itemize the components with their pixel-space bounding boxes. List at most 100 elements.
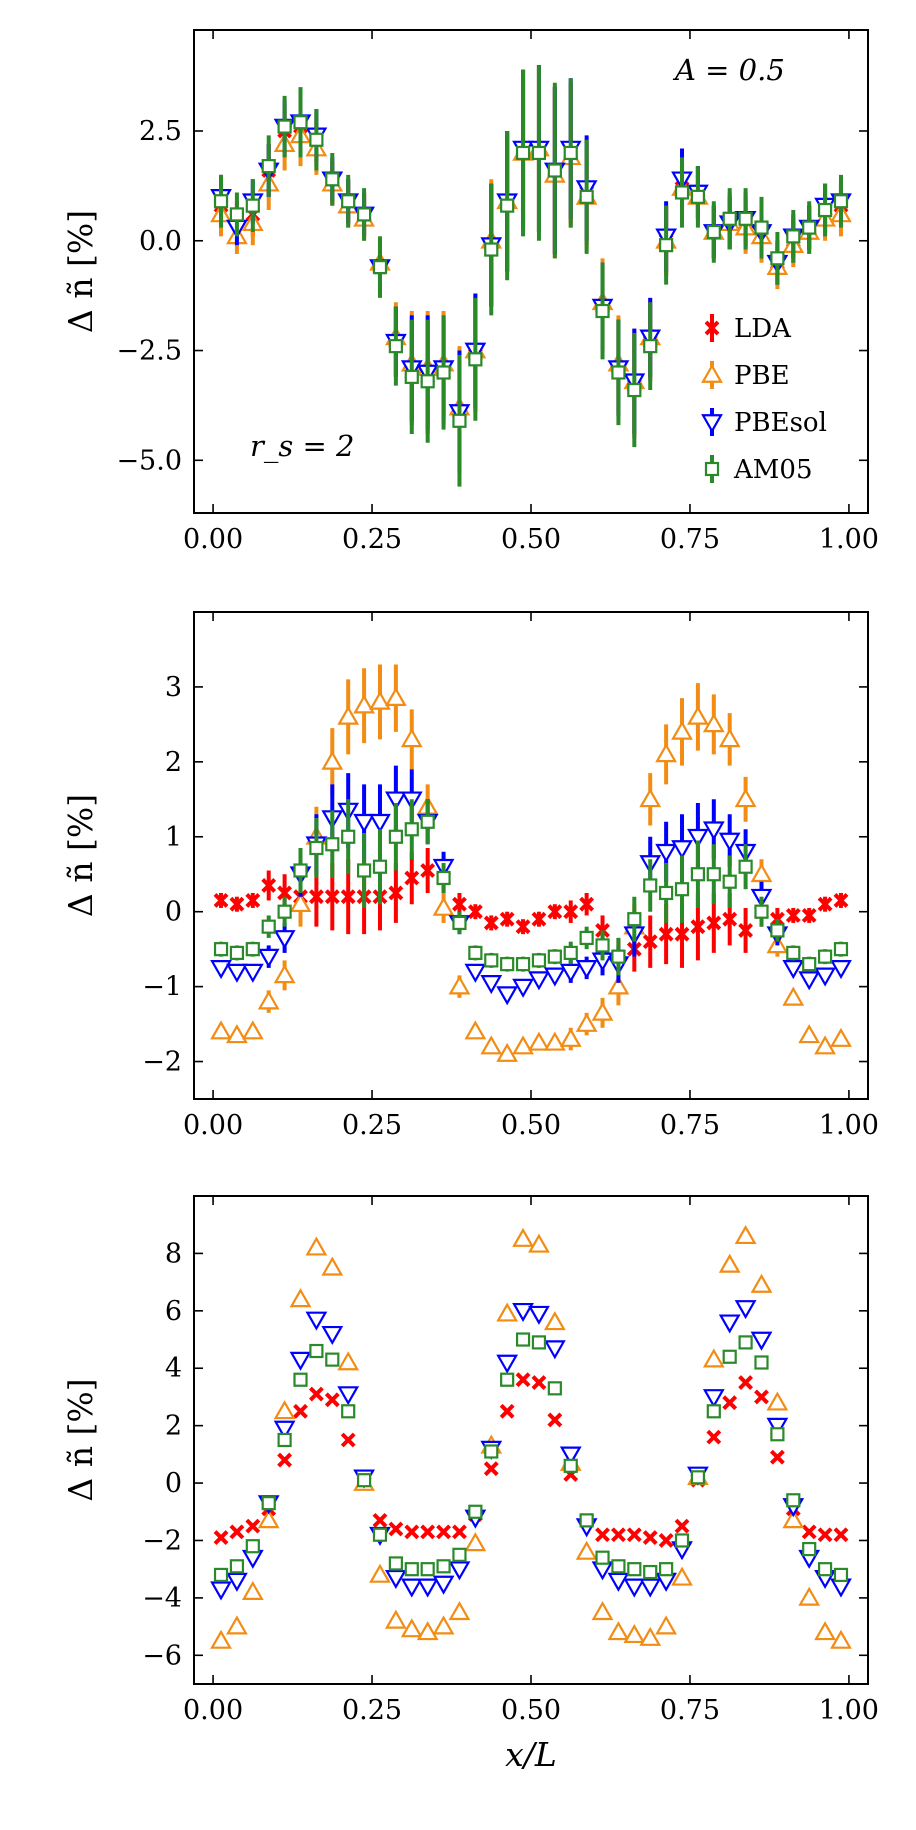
data-point <box>611 1559 626 1574</box>
data-point <box>448 1601 471 1621</box>
y-tick-label: 4 <box>165 1353 182 1384</box>
data-point <box>400 728 423 748</box>
data-point <box>706 224 721 240</box>
data-point <box>702 821 725 841</box>
data-point <box>718 728 741 748</box>
data-point <box>639 1626 662 1646</box>
data-point <box>226 1572 248 1592</box>
y-tick-label: −2 <box>142 1047 182 1078</box>
data-point <box>325 1352 340 1367</box>
data-point <box>484 1444 499 1459</box>
x-tick-label: 0.50 <box>501 524 561 555</box>
data-point <box>468 352 483 367</box>
data-point <box>627 1562 642 1577</box>
x-tick-label: 0.25 <box>342 524 402 555</box>
data-point <box>341 194 356 209</box>
data-point <box>293 863 308 878</box>
data-point <box>321 1256 344 1276</box>
data-point <box>452 1524 467 1540</box>
y-axis-title: Δ ñ [%] <box>61 210 100 333</box>
data-point <box>674 1533 690 1548</box>
data-point <box>687 828 709 848</box>
data-point <box>321 1325 344 1346</box>
data-point <box>801 908 817 923</box>
data-point <box>210 1020 232 1040</box>
data-point <box>833 1567 849 1583</box>
data-point <box>579 1513 594 1528</box>
legend-marker <box>704 461 720 477</box>
data-point <box>559 963 582 983</box>
data-point <box>400 1578 423 1598</box>
data-point <box>324 889 340 905</box>
data-point <box>496 986 519 1006</box>
data-point <box>734 1300 757 1320</box>
y-axis-title: Δ ñ [%] <box>61 794 100 917</box>
data-point <box>229 945 245 961</box>
series-pbe <box>210 664 852 1062</box>
legend-label: LDA <box>734 314 792 344</box>
data-point <box>241 1020 264 1040</box>
data-point <box>802 1541 817 1557</box>
data-point <box>766 1391 789 1411</box>
data-point <box>500 1372 515 1387</box>
middle-panel: 0.00 0.25 0.50 0.75 1.00 3 2 1 0 −1 −2 Δ ñ [%] <box>61 611 879 1141</box>
data-point <box>734 1224 757 1245</box>
data-point <box>786 1493 801 1508</box>
data-point <box>830 960 852 980</box>
data-point <box>642 934 658 950</box>
data-point <box>229 1559 245 1574</box>
y-tick-label: −5.0 <box>116 445 182 476</box>
data-point <box>210 960 232 980</box>
data-point <box>305 1236 328 1256</box>
data-point <box>420 1562 435 1577</box>
data-point <box>388 1556 403 1571</box>
data-point <box>563 945 578 961</box>
data-point <box>436 870 451 886</box>
data-point <box>595 303 610 319</box>
y-axis-title: Δ ñ [%] <box>61 1378 100 1501</box>
data-point <box>531 911 547 927</box>
data-point <box>611 949 626 964</box>
data-point <box>289 892 312 913</box>
data-point <box>782 1509 805 1529</box>
data-point <box>750 863 773 883</box>
data-point <box>340 1432 356 1448</box>
data-point <box>627 912 642 927</box>
data-point <box>595 938 610 953</box>
data-point <box>798 971 821 991</box>
y-tick-label: −4 <box>142 1583 182 1614</box>
data-point <box>210 1629 232 1649</box>
data-point <box>277 885 293 901</box>
data-point <box>643 878 658 893</box>
data-point <box>369 690 391 710</box>
data-point <box>591 1001 614 1021</box>
y-tick-label: −6 <box>142 1640 182 1671</box>
data-point <box>528 1031 550 1051</box>
data-point <box>833 893 849 908</box>
data-point <box>559 1027 582 1047</box>
data-point <box>563 145 578 161</box>
data-point <box>436 365 451 380</box>
data-point <box>659 238 674 253</box>
data-point <box>384 1569 407 1590</box>
data-point <box>273 964 296 984</box>
data-point <box>814 967 836 987</box>
data-point <box>830 1027 852 1047</box>
data-point <box>500 957 515 972</box>
data-point <box>289 1351 312 1371</box>
data-point <box>384 686 407 707</box>
data-point <box>420 1524 436 1540</box>
data-point <box>817 949 833 964</box>
data-point <box>448 975 471 995</box>
data-point <box>496 1302 519 1322</box>
data-point <box>559 1446 582 1466</box>
legend-entry-lda: LDA <box>704 314 792 344</box>
data-point <box>448 1561 471 1581</box>
legend-marker <box>701 414 723 434</box>
x-tick-label: 0.50 <box>501 1695 561 1726</box>
data-point <box>547 163 562 178</box>
y-tick-label: 6 <box>165 1296 182 1327</box>
data-point <box>245 1539 260 1554</box>
data-point <box>738 1335 753 1350</box>
